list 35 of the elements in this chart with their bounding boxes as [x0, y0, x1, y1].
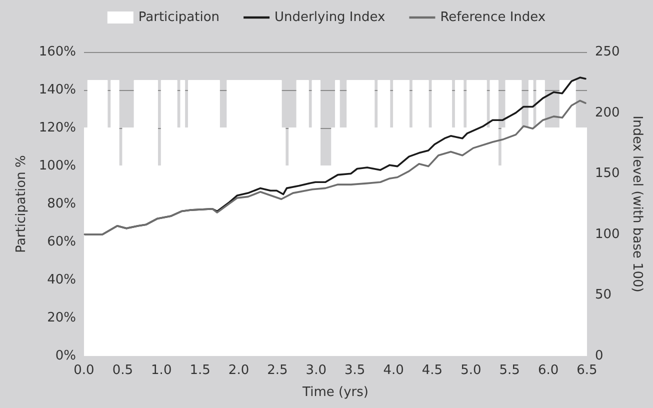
- y2-tick-label: 250: [595, 44, 620, 60]
- x-tick-label: 0.5: [112, 363, 134, 378]
- y-tick-label: 60%: [47, 234, 76, 250]
- y2-tick-label: 0: [595, 348, 604, 364]
- y2-tick-label: 150: [595, 166, 620, 182]
- y-tick-label: 160%: [38, 44, 76, 60]
- y-tick-label: 0%: [55, 348, 76, 364]
- y-tick-label: 120%: [38, 120, 76, 136]
- x-tick-label: 2.0: [228, 363, 250, 378]
- x-tick-label: 1.0: [151, 363, 172, 378]
- x-axis-title: Time (yrs): [302, 385, 368, 400]
- y2-tick-label: 100: [595, 226, 620, 242]
- x-tick-label: 6.0: [538, 363, 559, 378]
- x-tick-label: 4.0: [383, 363, 404, 378]
- y2-tick-label: 200: [595, 105, 620, 120]
- y2-tick-label: 50: [595, 288, 612, 303]
- x-tick-label: 3.0: [306, 363, 326, 378]
- x-tick-label: 4.5: [422, 363, 443, 378]
- x-tick-label: 5.5: [499, 363, 520, 378]
- x-tick-label: 2.5: [267, 363, 288, 378]
- legend-label: Participation: [138, 10, 220, 25]
- x-tick-label: 5.0: [460, 363, 482, 378]
- x-tick-label: 1.5: [190, 363, 210, 378]
- y2-axis-title: Index level (with base 100): [630, 116, 645, 292]
- x-tick-label: 0.0: [74, 363, 94, 378]
- y-tick-label: 100%: [38, 158, 76, 174]
- y-tick-label: 140%: [38, 82, 76, 98]
- y-tick-label: 20%: [47, 310, 76, 326]
- y-tick-label: 80%: [47, 196, 76, 212]
- legend-label: Reference Index: [440, 10, 546, 25]
- x-tick-label: 6.5: [576, 363, 598, 378]
- y-tick-label: 40%: [47, 272, 76, 288]
- y-axis-title: Participation %: [14, 155, 29, 253]
- legend-label: Underlying Index: [274, 10, 386, 25]
- x-tick-label: 3.5: [344, 363, 366, 378]
